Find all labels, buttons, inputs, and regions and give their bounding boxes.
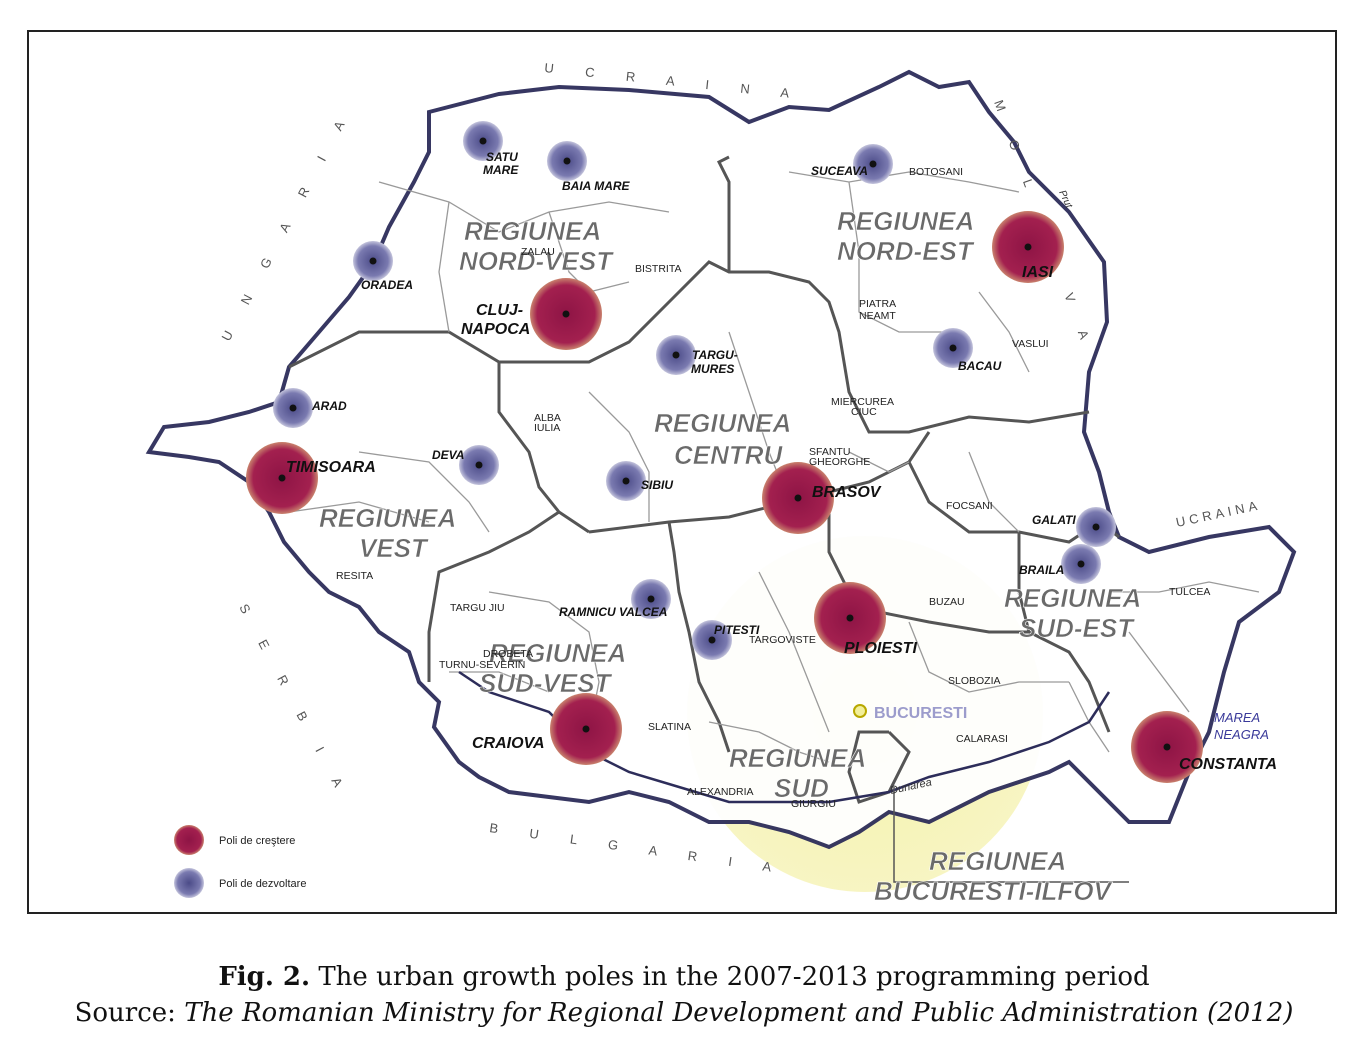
region-sud-est-2: SUD-EST bbox=[1019, 613, 1135, 643]
neighbor-serbia: S E R B I A bbox=[236, 601, 352, 801]
label-targu-mures-2: MURES bbox=[691, 362, 734, 376]
label-suceava: SUCEAVA bbox=[811, 164, 868, 178]
map-frame: U C R A I N A M O L D O V A U N G A R I … bbox=[27, 30, 1337, 914]
label-bucuresti: BUCURESTI bbox=[874, 705, 967, 722]
neighbor-ucraina-east: UCRAINA bbox=[1175, 497, 1263, 530]
legend-growth-label: Poli de creştere bbox=[219, 835, 295, 847]
label-baia-mare: BAIA MARE bbox=[562, 179, 631, 193]
label-cluj-1: CLUJ- bbox=[476, 302, 523, 319]
region-bucuresti-ilfov-2: BUCURESTI-ILFOV bbox=[874, 876, 1114, 906]
label-satu-mare-2: MARE bbox=[483, 163, 519, 177]
label-drobeta-1: DROBETA bbox=[483, 648, 533, 660]
region-nord-vest-1: REGIUNEA bbox=[464, 216, 601, 246]
label-bistrita: BISTRITA bbox=[635, 263, 681, 275]
label-slobozia: SLOBOZIA bbox=[948, 675, 1001, 687]
label-alba-2: IULIA bbox=[534, 422, 560, 434]
label-sfantu-1: SFANTU bbox=[809, 446, 850, 458]
neighbor-ungaria: U N G A R I A bbox=[218, 106, 354, 343]
region-centru-1: REGIUNEA bbox=[654, 408, 791, 438]
label-piatra-2: NEAMT bbox=[859, 310, 896, 322]
region-nord-est-1: REGIUNEA bbox=[837, 206, 974, 236]
source-label: Source: bbox=[74, 998, 185, 1028]
label-ploiesti: PLOIESTI bbox=[844, 640, 917, 657]
figure-source: Source: The Romanian Ministry for Region… bbox=[0, 998, 1368, 1028]
bucuresti-marker bbox=[853, 704, 867, 718]
label-alexandria: ALEXANDRIA bbox=[687, 786, 754, 798]
region-nord-vest-2: NORD-VEST bbox=[459, 246, 614, 276]
sea-label-2: NEAGRA bbox=[1214, 727, 1269, 742]
label-oradea: ORADEA bbox=[361, 278, 413, 292]
label-galati: GALATI bbox=[1032, 513, 1076, 527]
figure-title: The urban growth poles in the 2007-2013 … bbox=[310, 962, 1150, 992]
label-braila: BRAILA bbox=[1019, 563, 1064, 577]
region-vest-2: VEST bbox=[359, 533, 429, 563]
label-targu-mures-1: TARGU- bbox=[692, 348, 738, 362]
bucuresti-label-leader bbox=[893, 787, 1129, 883]
label-vaslui: VASLUI bbox=[1012, 338, 1049, 350]
legend-development-label: Poli de dezvoltare bbox=[219, 878, 306, 890]
label-deva: DEVA bbox=[432, 448, 464, 462]
label-giurgiu: GIURGIU bbox=[791, 798, 836, 810]
legend-development-swatch bbox=[174, 868, 204, 898]
region-centru-2: CENTRU bbox=[674, 440, 784, 470]
sea-label-1: MAREA bbox=[1214, 710, 1260, 725]
label-calarasi: CALARASI bbox=[956, 733, 1008, 745]
label-botosani: BOTOSANI bbox=[909, 166, 963, 178]
legend: Poli de creştere Poli de dezvoltare bbox=[174, 825, 306, 898]
label-craiova: CRAIOVA bbox=[472, 735, 545, 752]
region-vest-1: REGIUNEA bbox=[319, 503, 456, 533]
region-sud-vest-1: REGIUNEA bbox=[489, 638, 626, 668]
label-miercurea-1: MIERCUREA bbox=[831, 396, 894, 408]
label-piatra-1: PIATRA bbox=[859, 298, 896, 310]
label-resita: RESITA bbox=[336, 570, 373, 582]
source-text: The Romanian Ministry for Regional Devel… bbox=[184, 998, 1294, 1028]
figure-label: Fig. 2. bbox=[218, 962, 311, 992]
label-iasi: IASI bbox=[1022, 264, 1054, 281]
label-arad: ARAD bbox=[311, 399, 347, 413]
label-targu-jiu: TARGU JIU bbox=[450, 602, 505, 614]
label-pitesti: PITESTI bbox=[714, 623, 760, 637]
label-drobeta-2: TURNU-SEVERIN bbox=[439, 659, 525, 671]
label-zalau: ZALAU bbox=[521, 246, 555, 258]
label-ramnicu-valcea: RAMNICU VALCEA bbox=[559, 605, 667, 619]
legend-growth-swatch bbox=[174, 825, 204, 855]
label-timisoara: TIMISOARA bbox=[286, 459, 376, 476]
label-constanta: CONSTANTA bbox=[1179, 756, 1277, 773]
label-brasov: BRASOV bbox=[812, 484, 882, 501]
romania-regions-map: U C R A I N A M O L D O V A U N G A R I … bbox=[145, 60, 1297, 906]
label-miercurea-2: CIUC bbox=[851, 406, 877, 418]
label-buzau: BUZAU bbox=[929, 596, 965, 608]
region-bucuresti-ilfov-1: REGIUNEA bbox=[929, 846, 1066, 876]
label-sfantu-2: GHEORGHE bbox=[809, 456, 870, 468]
region-sud-est-1: REGIUNEA bbox=[1004, 583, 1141, 613]
label-alba-1: ALBA bbox=[534, 412, 561, 424]
region-nord-est-2: NORD-EST bbox=[837, 236, 975, 266]
region-sud-2: SUD bbox=[774, 773, 829, 803]
label-focsani: FOCSANI bbox=[946, 500, 993, 512]
figure-caption: Fig. 2. The urban growth poles in the 20… bbox=[0, 962, 1368, 992]
label-tulcea: TULCEA bbox=[1169, 586, 1210, 598]
label-bacau: BACAU bbox=[958, 359, 1002, 373]
county-borders bbox=[288, 171, 1260, 763]
label-sibiu: SIBIU bbox=[641, 478, 673, 492]
label-satu-mare-1: SATU bbox=[486, 150, 518, 164]
label-cluj-2: NAPOCA bbox=[461, 321, 530, 338]
region-sud-vest-2: SUD-VEST bbox=[479, 668, 613, 698]
label-targoviste: TARGOVISTE bbox=[749, 634, 816, 646]
region-sud-1: REGIUNEA bbox=[729, 743, 866, 773]
label-slatina: SLATINA bbox=[648, 721, 691, 733]
